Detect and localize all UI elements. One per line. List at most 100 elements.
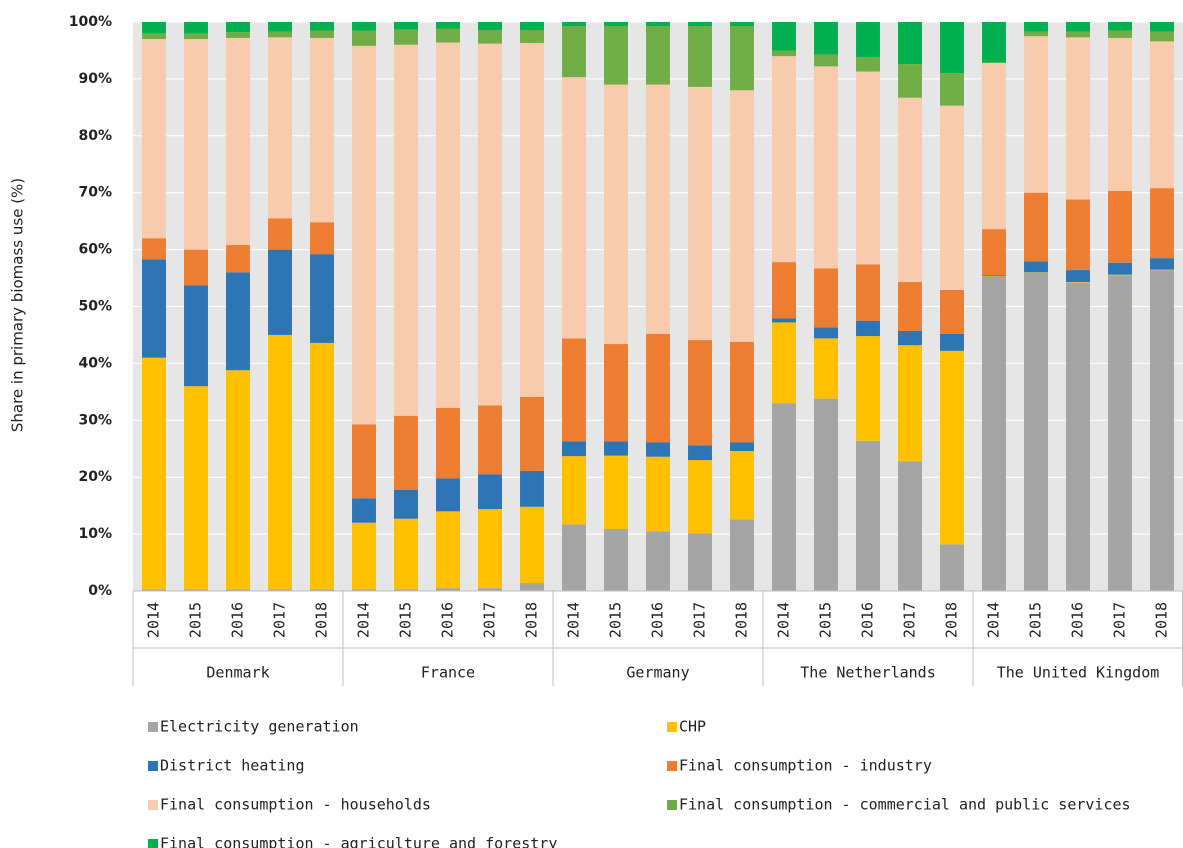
bar-segment [520, 396, 544, 471]
legend-swatch [667, 722, 677, 732]
group-label: Germany [626, 664, 689, 682]
bar-segment [814, 338, 838, 399]
bar-segment [646, 22, 670, 26]
x-tick-label: 2018 [523, 602, 541, 638]
bar-segment [268, 37, 292, 219]
bar-segment [1150, 22, 1174, 32]
bar-segment [856, 57, 880, 72]
bar-segment [268, 22, 292, 32]
bar-segment [898, 330, 922, 346]
bar-segment [730, 22, 754, 26]
bar-segment [772, 22, 796, 51]
bar-segment [142, 259, 166, 358]
bar-segment [982, 62, 1006, 230]
bar-segment [772, 56, 796, 263]
bar-segment [478, 22, 502, 30]
y-tick-label: 100% [69, 14, 112, 30]
y-tick-label: 50% [78, 299, 112, 315]
bar-segment [142, 589, 166, 591]
legend-label: Electricity generation [160, 718, 359, 736]
bar-segment [1066, 22, 1090, 32]
bar-segment [226, 32, 250, 38]
bar-segment [184, 285, 208, 387]
bar-segment [604, 22, 628, 26]
group-label: Denmark [206, 664, 269, 682]
bar-segment [982, 276, 1006, 277]
bar-segment [226, 589, 250, 591]
legend-swatch [148, 839, 158, 848]
bar-segment [268, 218, 292, 250]
bar-segment [730, 90, 754, 342]
bar-segment [394, 489, 418, 519]
bar-segment [982, 62, 1006, 63]
x-tick-label: 2014 [565, 602, 583, 638]
bar-segment [814, 327, 838, 339]
bar-segment [688, 533, 712, 591]
bar-segment [898, 97, 922, 283]
bar-segment [1024, 36, 1048, 193]
bar-segment [184, 33, 208, 40]
bar-segment [1150, 258, 1174, 270]
bar-segment [436, 511, 460, 589]
bar-segment [478, 588, 502, 591]
bar-segment [1066, 199, 1090, 271]
bar-segment [1066, 270, 1090, 283]
x-tick-label: 2014 [355, 602, 373, 638]
x-tick-label: 2016 [859, 602, 877, 638]
bar-segment [730, 519, 754, 591]
bar-segment [478, 43, 502, 406]
bar-segment [1066, 37, 1090, 200]
bar-segment [1024, 261, 1048, 273]
bar-segment [730, 451, 754, 520]
x-tick-label: 2018 [1153, 602, 1171, 638]
bar-segment [1108, 274, 1132, 276]
bar-segment [772, 403, 796, 591]
bar-segment [646, 333, 670, 443]
bar-segment [898, 461, 922, 591]
bar-segment [436, 407, 460, 479]
bar-segment [898, 345, 922, 462]
bar-segment [982, 229, 1006, 276]
y-tick-label: 60% [78, 242, 112, 258]
bar-segment [394, 415, 418, 490]
bar-segment [478, 474, 502, 510]
bar-segment [562, 22, 586, 26]
bar-segment [1024, 31, 1048, 37]
group-label: The Netherlands [800, 664, 935, 682]
bar-segment [352, 45, 376, 425]
bar-segment [940, 289, 964, 334]
x-tick-label: 2015 [817, 602, 835, 638]
bar-segment [604, 528, 628, 591]
legend-swatch [148, 722, 158, 732]
bar-segment [394, 589, 418, 591]
legend-label: Final consumption - agriculture and fore… [160, 835, 557, 848]
bar-segment [226, 37, 250, 246]
legend-label: CHP [679, 718, 706, 736]
x-tick-label: 2017 [1111, 602, 1129, 638]
bar-segment [226, 272, 250, 371]
bar-segment [268, 249, 292, 335]
bar-segment [1150, 269, 1174, 271]
bar-segment [730, 25, 754, 91]
bar-segment [184, 589, 208, 591]
bar-segment [436, 42, 460, 408]
x-tick-label: 2015 [397, 602, 415, 638]
bar-segment [352, 424, 376, 499]
bar-segment [142, 33, 166, 40]
bar-segment [856, 71, 880, 265]
bar-segment [604, 344, 628, 442]
bar-segment [310, 254, 334, 343]
x-tick-label: 2018 [943, 602, 961, 638]
y-tick-label: 0% [88, 583, 112, 599]
x-tick-label: 2016 [439, 602, 457, 638]
bar-segment [604, 455, 628, 529]
bar-segment [1108, 275, 1132, 591]
x-tick-label: 2017 [901, 602, 919, 638]
bar-segment [394, 518, 418, 590]
bar-segment [1108, 22, 1132, 31]
bar-segment [814, 54, 838, 67]
bar-segment [226, 370, 250, 590]
bar-segment [520, 43, 544, 397]
bar-segment [268, 589, 292, 591]
bar-segment [226, 245, 250, 273]
